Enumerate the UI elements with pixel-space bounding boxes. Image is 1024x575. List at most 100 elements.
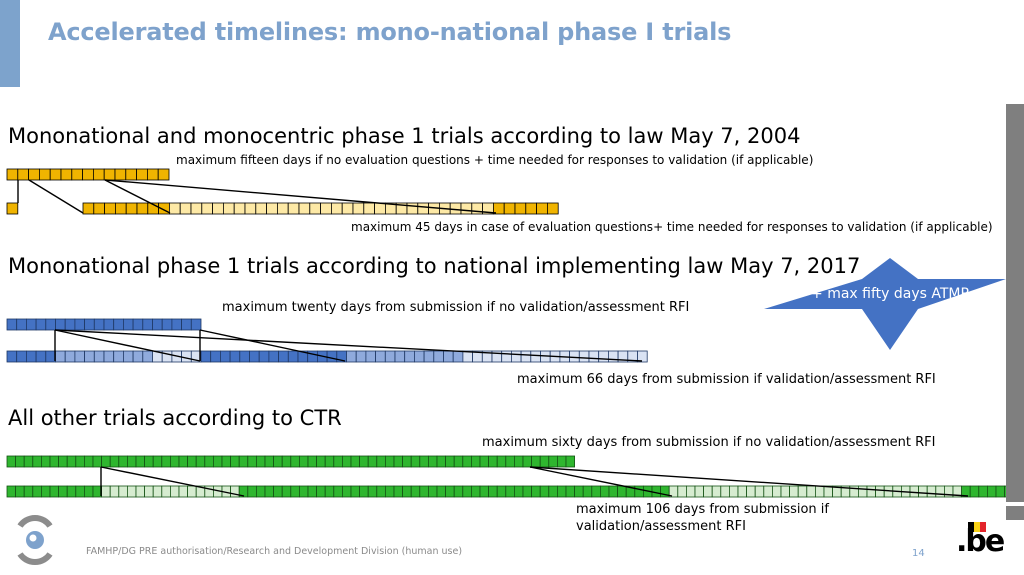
section3-bottom-bar-cell	[772, 485, 782, 498]
section3-bottom-bar-cell	[359, 485, 369, 498]
section3-bottom-bar-cell	[548, 485, 558, 498]
section2-top-bar-cell	[161, 318, 173, 331]
section3-bottom-bar-cell	[58, 485, 68, 498]
section3-note-bottom-line2: validation/assessment RFI	[576, 519, 746, 534]
section2-bottom-bar-cell	[520, 350, 532, 363]
section3-bottom-bar-cell	[144, 485, 154, 498]
section3-bottom-bar-cell	[324, 485, 335, 498]
section3-connector-4	[529, 466, 969, 497]
section3-bottom-bar-cell	[488, 485, 498, 498]
section1-bottom-bar-cell	[503, 202, 516, 215]
section3-bottom-bar-cell	[797, 485, 808, 498]
section3-bottom-bar-cell	[273, 485, 283, 498]
section2-connector-2	[54, 329, 201, 362]
section3-top-bar-cell	[273, 455, 283, 468]
section2-top-bar-cell	[171, 318, 182, 331]
section2-bottom-bar-cell	[384, 350, 396, 363]
section3-top-bar-cell	[290, 455, 300, 468]
section3-top-bar-cell	[531, 455, 541, 468]
section1-bottom-bar-cell	[449, 202, 462, 215]
section3-top-bar-cell	[565, 455, 576, 468]
section2-bottom-bar-cell	[452, 350, 464, 363]
section1-connector-2	[28, 179, 84, 214]
section3-top-bar-cell	[178, 455, 189, 468]
section3-bottom-bar-cell	[109, 485, 120, 498]
section3-bottom-bar-cell	[703, 485, 713, 498]
section3-top-bar-cell	[135, 455, 146, 468]
section3-top-bar-cell	[496, 455, 507, 468]
section3-top-bar-cell	[152, 455, 163, 468]
section3-bottom-bar-cell	[935, 485, 945, 498]
section2-bottom-bar-cell	[103, 350, 115, 363]
section3-bottom-bar-cell	[815, 485, 825, 498]
section2-top-bar-cell	[6, 318, 18, 331]
title-accent-bar	[0, 0, 20, 87]
section3-top-bar-cell	[359, 455, 369, 468]
section2-bottom-bar-cell	[365, 350, 376, 363]
atmp-badge-label: + max fifty days ATMP	[811, 286, 969, 302]
section3-bottom-bar-cell	[531, 485, 541, 498]
section1-bottom-bar-cell	[287, 202, 300, 215]
section3-top-bar-cell	[58, 455, 68, 468]
section3-bottom-bar-cell	[875, 485, 885, 498]
section3-bottom-bar-cell	[135, 485, 146, 498]
section3-top-bar-cell	[212, 455, 223, 468]
section3-bottom-bar-cell	[49, 485, 60, 498]
belgium-be-logo: .be	[956, 524, 1005, 559]
section3-bottom-bar-cell	[307, 485, 318, 498]
section2-top-bar-cell	[152, 318, 163, 331]
section1-bottom-bar-cell	[168, 202, 181, 215]
section2-bottom-bar-cell	[84, 350, 95, 363]
section2-bottom-bar-cell	[25, 350, 37, 363]
section3-top-bar-cell	[548, 455, 558, 468]
section1-bottom-bar-cell	[374, 202, 386, 215]
section3-bottom-bar-cell	[6, 485, 17, 498]
section1-bottom-bar-cell	[363, 202, 375, 215]
section2-bottom-bar-cell	[45, 350, 56, 363]
section2-top-bar-cell	[25, 318, 37, 331]
section3-bottom-bar-cell	[677, 485, 687, 498]
section3-top-bar-cell	[221, 455, 232, 468]
section2-bottom-bar-cell	[326, 350, 338, 363]
section3-bottom-bar-cell	[462, 485, 472, 498]
section3-bottom-bar-cell	[436, 485, 447, 498]
section3-top-bar-cell	[376, 455, 386, 468]
section2-bottom-bar-cell	[210, 350, 221, 363]
section1-top-bar-cell	[6, 168, 19, 181]
section3-top-bar-cell	[539, 455, 550, 468]
section3-bottom-bar-cell	[866, 485, 877, 498]
section2-top-bar-cell	[55, 318, 66, 331]
section3-top-bar-cell	[436, 455, 447, 468]
section2-top-bar-cell	[45, 318, 56, 331]
section2-bottom-bar-cell	[530, 350, 541, 363]
section3-top-bar-cell	[15, 455, 25, 468]
section1-bottom-bar-cell	[93, 202, 106, 215]
section3-bottom-bar-cell	[350, 485, 361, 498]
section3-bottom-bar-cell	[393, 485, 404, 498]
section3-bottom-bar-cell	[505, 485, 515, 498]
section3-bottom-bar-cell	[333, 485, 343, 498]
section1-note-bottom: maximum 45 days in case of evaluation qu…	[351, 220, 993, 234]
section2-bottom-bar-cell	[74, 350, 86, 363]
section2-bottom-bar-cell	[55, 350, 66, 363]
section3-bottom-bar-cell	[729, 485, 739, 498]
section3-top-bar-cell	[402, 455, 412, 468]
section2-top-bar-cell	[35, 318, 47, 331]
section3-top-bar-cell	[75, 455, 85, 468]
section2-top-bar-cell	[64, 318, 76, 331]
section3-top-bar-cell	[264, 455, 275, 468]
section2-bottom-bar-cell	[16, 350, 27, 363]
section2-bottom-bar-cell	[219, 350, 231, 363]
slide-title: Accelerated timelines: mono-national pha…	[48, 18, 732, 46]
section1-top-bar-cell	[60, 168, 73, 181]
section1-bottom-bar-cell	[222, 202, 235, 215]
section3-top-bar-cell	[169, 455, 180, 468]
section3-bottom-bar-cell	[410, 485, 421, 498]
section2-bottom-bar-cell	[229, 350, 241, 363]
section2-bottom-bar-cell	[132, 350, 144, 363]
section1-bottom-bar-cell	[330, 202, 343, 215]
section3-bottom-bar-cell	[926, 485, 937, 498]
section3-bottom-bar-cell	[316, 485, 326, 498]
section3-bottom-bar-cell	[402, 485, 412, 498]
section3-top-bar-cell	[118, 455, 128, 468]
